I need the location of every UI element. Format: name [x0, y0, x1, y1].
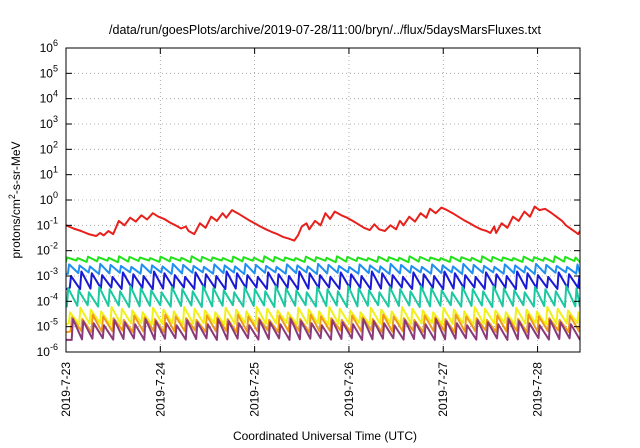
series-line-5 — [66, 285, 580, 308]
x-tick-label: 2019-7-26 — [342, 362, 356, 417]
x-tick-label: 2019-7-23 — [59, 362, 73, 417]
y-axis-label: protons/cm2-s-sr-MeV — [7, 141, 23, 258]
chart-title: /data/run/goesPlots/archive/2019-07-28/1… — [109, 23, 541, 37]
series-line-3 — [66, 262, 580, 275]
series-line-2 — [66, 255, 580, 264]
y-axis: 10-6 10-5 10-4 10-3 10-2 10-1 100 101 102 103 104 1… — [37, 38, 580, 359]
series-line-8 — [66, 318, 580, 341]
series-line-1 — [66, 205, 580, 242]
series-line-7 — [66, 313, 580, 334]
y-tick-label: 10-6 — [37, 342, 58, 359]
y-tick-label: 106 — [40, 38, 58, 55]
y-tick-label: 10-1 — [37, 215, 58, 232]
x-tick-label: 2019-7-27 — [436, 362, 450, 417]
x-axis: 2019-7-23 2019-7-24 2019-7-25 2019-7-26 2019… — [59, 48, 545, 417]
series-line-6 — [66, 306, 580, 326]
series-line-4 — [66, 270, 580, 291]
y-tick-label: 103 — [40, 114, 58, 131]
plot-area — [66, 205, 580, 341]
y-tick-label: 105 — [40, 63, 58, 80]
y-tick-label: 101 — [40, 165, 58, 182]
y-tick-label: 10-4 — [37, 291, 58, 308]
x-tick-label: 2019-7-28 — [531, 362, 545, 417]
x-tick-label: 2019-7-24 — [153, 362, 167, 417]
y-tick-label: 10-3 — [37, 266, 58, 283]
y-tick-label: 102 — [40, 139, 58, 156]
y-tick-label: 100 — [40, 190, 58, 207]
y-tick-label: 10-2 — [37, 241, 58, 258]
chart-grid — [66, 48, 580, 352]
y-tick-label: 104 — [40, 89, 58, 106]
y-tick-label: 10-5 — [37, 317, 58, 334]
x-axis-label: Coordinated Universal Time (UTC) — [233, 429, 417, 443]
x-tick-label: 2019-7-25 — [248, 362, 262, 417]
